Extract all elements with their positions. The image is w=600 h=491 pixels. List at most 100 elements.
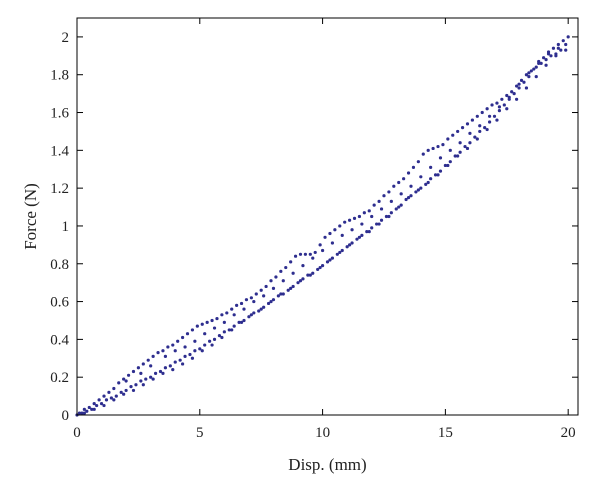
data-point [293,254,298,258]
data-point [404,197,408,202]
data-point [537,59,541,64]
y-axis-label: Force (N) [21,183,40,250]
data-point [389,199,393,203]
data-point [367,230,371,234]
data-point [212,326,217,330]
data-point [239,320,244,324]
data-point [372,203,376,207]
data-point [131,369,136,374]
data-point [377,199,381,203]
data-point [82,411,86,415]
data-point [149,364,153,368]
y-tick-label: 0.4 [50,332,69,348]
data-point [266,301,271,306]
data-point [512,92,516,96]
data-point [510,90,514,94]
data-point [114,394,118,398]
data-point [181,362,185,366]
data-point [348,243,352,247]
plot-frame [76,17,579,416]
data-point [126,373,131,377]
data-point [208,339,212,343]
data-point [99,402,104,406]
data-point [397,205,401,209]
data-point [328,258,332,262]
data-point [473,135,477,139]
data-point [298,279,303,283]
data-point [478,129,482,134]
data-point [85,409,89,413]
data-point [139,379,143,383]
data-point [375,222,379,226]
data-point [350,228,354,232]
data-point [320,264,325,268]
data-point [141,362,145,366]
data-point [419,186,423,190]
data-point [564,48,568,52]
data-point [232,324,236,328]
data-point [335,252,339,256]
data-point [436,173,440,177]
data-point [87,405,91,410]
data-point [399,192,403,196]
data-point [269,279,273,283]
data-point [166,345,170,349]
data-point [136,366,140,370]
x-tick-label: 10 [315,425,330,441]
data-point [325,260,330,264]
data-point [318,243,322,247]
data-point [348,218,352,222]
data-point [561,39,565,43]
data-point [500,97,504,101]
data-point [382,194,386,198]
data-point [269,299,273,304]
x-tick-label: 15 [438,425,453,441]
data-point [237,320,241,324]
data-point [171,343,175,347]
data-point [433,173,438,177]
data-point [193,349,197,353]
data-point [343,220,347,224]
data-point [257,309,261,313]
data-point [102,394,106,398]
data-point [539,61,543,65]
data-point [156,351,160,355]
data-point [220,335,224,340]
data-point [124,379,128,383]
data-point [220,313,224,317]
data-point [419,175,423,179]
data-point [426,148,430,152]
data-point [244,298,249,302]
y-tick-label: 1.4 [50,143,69,159]
data-point [392,184,396,188]
data-point [397,180,401,185]
data-point [117,381,121,385]
y-tick-label: 0.8 [50,257,69,273]
data-point [355,237,359,241]
data-point [328,231,332,236]
data-point [289,286,293,290]
data-point [163,354,168,358]
data-point [429,177,433,181]
data-point [262,305,266,309]
data-point [416,188,420,192]
data-point [185,332,190,336]
data-point [230,307,234,311]
data-point [522,80,526,84]
data-point [230,328,234,332]
data-point [338,224,342,228]
data-point [524,73,529,77]
data-point [475,114,479,118]
data-point [330,241,335,245]
data-point [109,396,113,400]
y-tick-label: 0.2 [50,370,69,386]
data-point [271,298,276,302]
x-tick-label: 20 [561,425,576,441]
data-point [311,256,315,260]
data-point [389,211,393,215]
data-point [554,54,558,58]
data-point [80,411,84,415]
data-point [249,296,253,300]
y-tick-label: 0.6 [50,295,69,311]
